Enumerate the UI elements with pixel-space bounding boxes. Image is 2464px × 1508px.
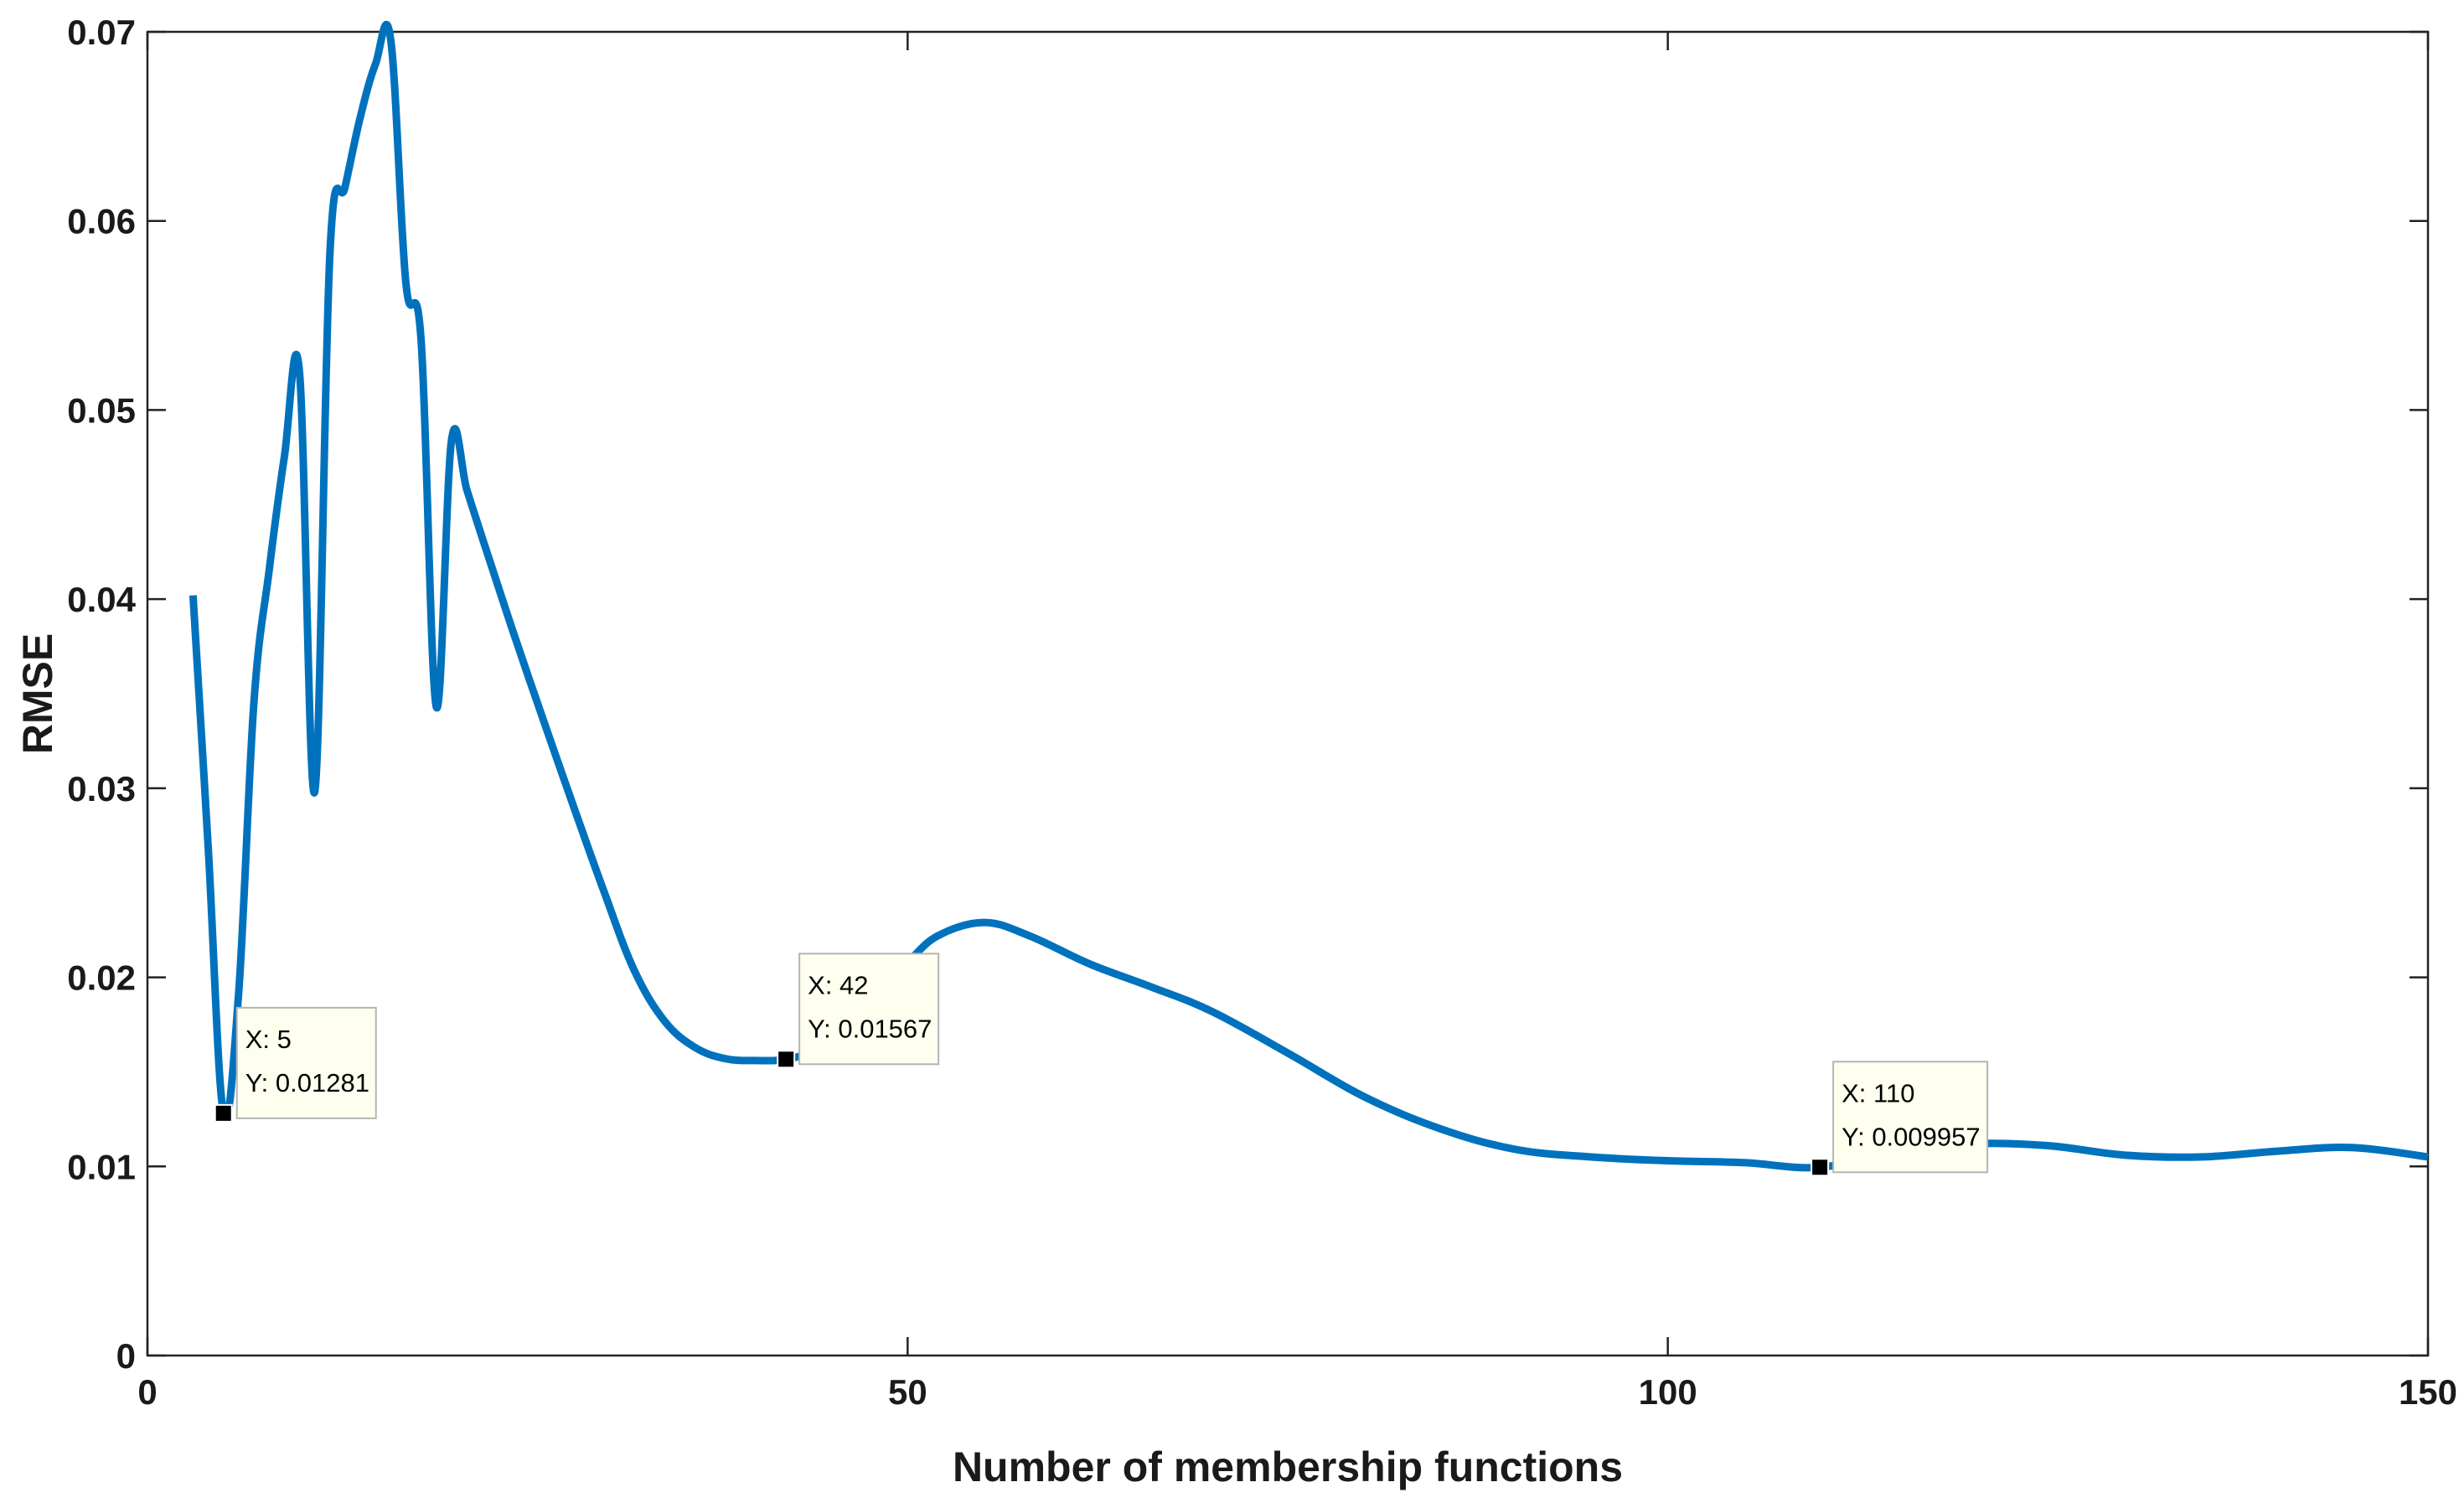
datatip-x-label: X: 5: [245, 1025, 292, 1054]
datatips-layer: X: 5 Y: 0.01281 X: 42 Y: 0.01567 X: 110 Y: 0.…: [214, 953, 1989, 1177]
rmse-series-line: [189, 20, 2429, 1172]
y-axis-title: RMSE: [14, 633, 61, 754]
y-tick-label: 0.07: [67, 13, 136, 52]
y-axis: 0 0.01 0.02 0.03 0.04 0.05 0.06 0.07: [67, 13, 2428, 1376]
y-tick-label: 0.05: [67, 390, 136, 430]
x-tick-label: 0: [137, 1372, 157, 1412]
x-tick-label: 50: [888, 1372, 927, 1412]
x-axis: 0 50 100 150: [137, 32, 2457, 1412]
y-tick-label: 0: [116, 1336, 136, 1376]
x-tick-label: 100: [1639, 1372, 1697, 1412]
y-tick-label: 0.01: [67, 1147, 136, 1186]
datatip-y-label: Y: 0.01567: [808, 1014, 932, 1043]
y-tick-label: 0.03: [67, 769, 136, 808]
y-tick-label: 0.06: [67, 202, 136, 241]
plot-frame: [146, 30, 2430, 1357]
datatip-marker[interactable]: [777, 1050, 796, 1069]
datatip-marker[interactable]: [1811, 1158, 1830, 1177]
x-axis-title: Number of membership functions: [953, 1443, 1623, 1490]
datatip-x-label: X: 110: [1842, 1078, 1914, 1108]
datatip[interactable]: X: 110 Y: 0.009957: [1811, 1061, 1989, 1177]
datatip-box: [235, 1006, 377, 1119]
datatip[interactable]: X: 42 Y: 0.01567: [777, 953, 940, 1069]
datatip-marker[interactable]: [214, 1103, 233, 1123]
plot-area: [146, 30, 2430, 1357]
datatip-y-label: Y: 0.01281: [245, 1068, 369, 1097]
x-tick-label: 150: [2399, 1372, 2457, 1412]
datatip-y-label: Y: 0.009957: [1842, 1122, 1981, 1151]
datatip-x-label: X: 42: [808, 970, 868, 999]
datatip-box: [798, 953, 940, 1066]
datatip[interactable]: X: 5 Y: 0.01281: [214, 1006, 377, 1123]
datatip-box: [1832, 1061, 1989, 1174]
y-tick-label: 0.04: [67, 580, 136, 619]
y-tick-label: 0.02: [67, 958, 136, 998]
series-layer: [189, 20, 2429, 1172]
